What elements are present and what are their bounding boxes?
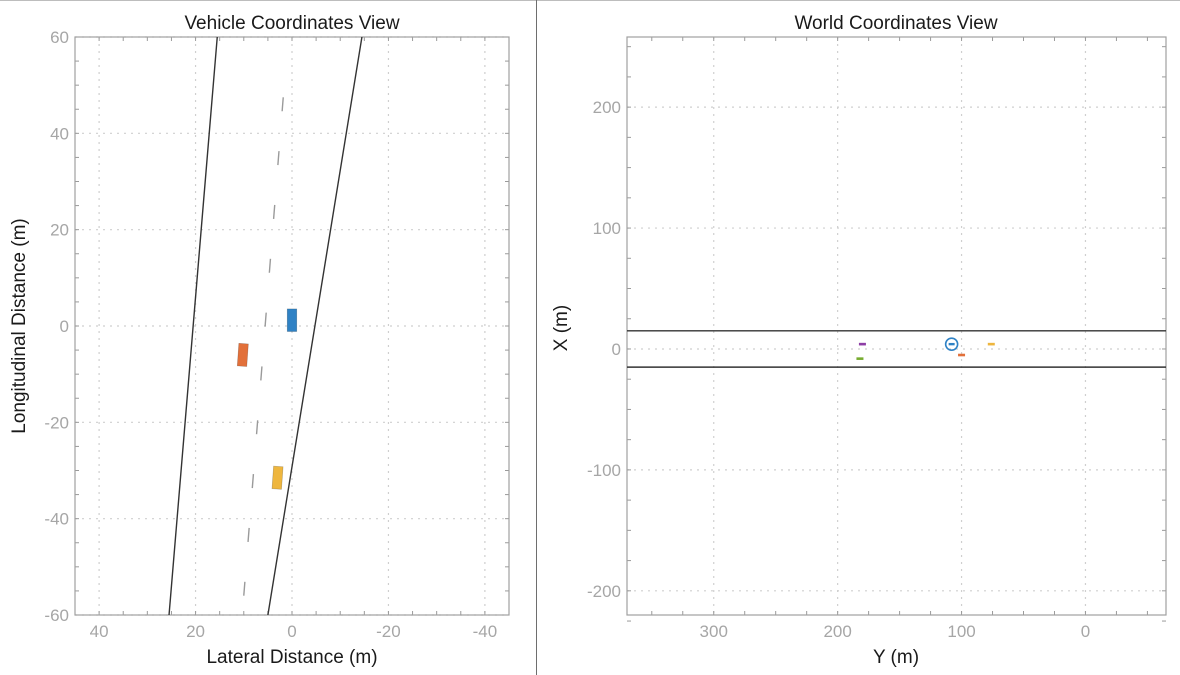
panel-divider: [536, 0, 537, 675]
vehicle-box: [271, 465, 284, 490]
x-tick-label: 0: [287, 622, 296, 641]
lane-group: [168, 37, 363, 615]
vehicle-box: [286, 308, 298, 332]
y-tick-label: -60: [44, 606, 69, 625]
axes-frame: [74, 36, 510, 616]
y-tick-label: -100: [587, 461, 621, 480]
ego-vehicle: [948, 342, 955, 346]
x-tick-label: 100: [947, 622, 975, 641]
vehicle-box: [236, 342, 249, 367]
vehicle-marker: [858, 342, 866, 346]
x-tick-label: 20: [186, 622, 205, 641]
x-tick-label: -20: [376, 622, 401, 641]
y-tick-label: 40: [50, 124, 69, 143]
lane-boundary: [168, 37, 218, 615]
y-tick-label: 20: [50, 221, 69, 240]
y-tick-label: -200: [587, 582, 621, 601]
chart-title: Vehicle Coordinates View: [184, 13, 399, 34]
y-axis-label: X (m): [551, 305, 572, 351]
lane-marking-dashed: [243, 65, 287, 596]
y-tick-label: 0: [60, 317, 69, 336]
x-axis-label: Y (m): [873, 647, 919, 668]
x-tick-label: 300: [700, 622, 728, 641]
y-tick-label: -20: [44, 413, 69, 432]
y-tick-label: 200: [593, 98, 621, 117]
vehicle-coordinates-chart[interactable]: Vehicle Coordinates View Lateral Distanc…: [0, 0, 536, 675]
ego-marker-circle: [944, 337, 959, 351]
x-axis-label: Lateral Distance (m): [206, 647, 377, 668]
lane-group: [627, 330, 1166, 368]
vehicle-marker: [987, 342, 995, 346]
x-tick-label: 40: [90, 622, 109, 641]
x-tick-label: 200: [823, 622, 851, 641]
y-tick-label: 60: [50, 28, 69, 47]
vehicle-marker: [856, 357, 864, 360]
vehicle-marker: [958, 353, 966, 357]
top-border: [0, 0, 1180, 1]
lane-boundary: [267, 37, 363, 615]
chart-title: World Coordinates View: [794, 13, 997, 34]
y-axis-label: Longitudinal Distance (m): [9, 218, 30, 433]
axes-frame: [626, 36, 1167, 616]
x-tick-label: -40: [473, 622, 498, 641]
y-tick-label: 100: [593, 219, 621, 238]
y-tick-label: 0: [612, 340, 621, 359]
x-tick-label: 0: [1081, 622, 1090, 641]
y-tick-label: -40: [44, 510, 69, 529]
plot-area: [626, 36, 1167, 622]
